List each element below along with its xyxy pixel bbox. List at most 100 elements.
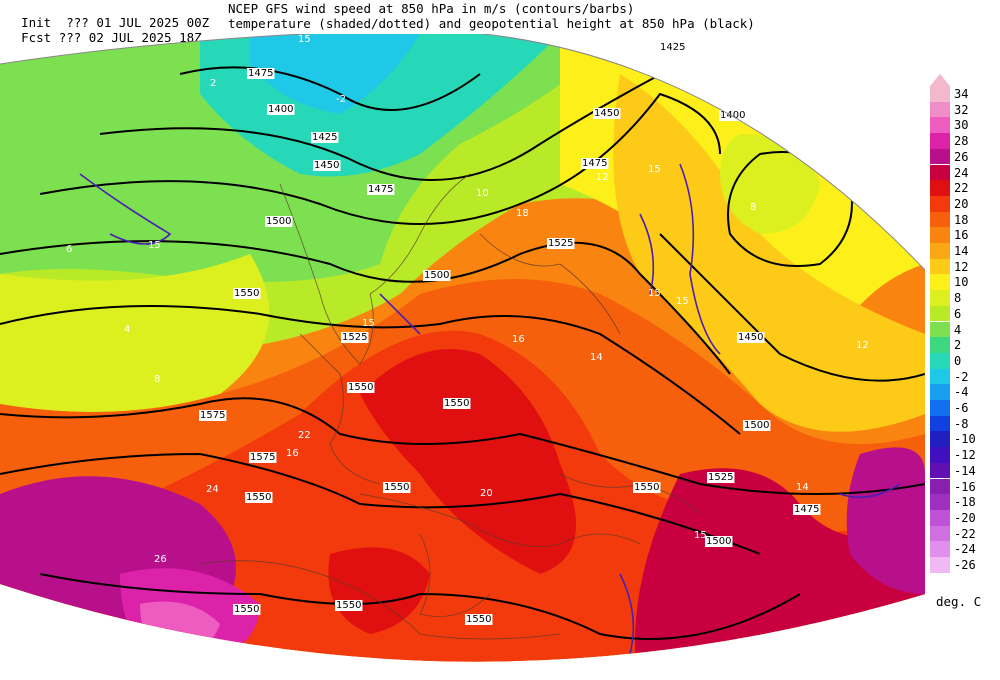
wind-label: 15	[648, 288, 661, 299]
temperature-label: 20	[480, 488, 493, 499]
temperature-label: 2	[210, 78, 216, 89]
legend-row: 24	[930, 164, 1000, 181]
height-label: 1425	[312, 132, 337, 143]
legend-swatch	[930, 133, 950, 149]
legend-row: 14	[930, 243, 1000, 259]
height-label-box	[465, 614, 493, 625]
height-label: 1525	[548, 238, 573, 249]
height-label-box	[247, 68, 275, 79]
height-label-box	[705, 536, 733, 547]
height-label-box	[793, 504, 821, 515]
legend-swatch	[930, 431, 950, 448]
temperature-label: 16	[512, 334, 525, 345]
legend-swatch	[930, 352, 950, 369]
height-label: 1400	[268, 104, 293, 115]
temperature-label: 14	[796, 482, 809, 493]
height-label-box	[249, 452, 277, 463]
height-label-box	[719, 110, 747, 121]
legend-label: 16	[954, 228, 969, 243]
legend-swatch	[930, 305, 950, 322]
wind-label: 15	[648, 164, 661, 175]
height-label-box	[265, 216, 293, 227]
chart-title-line2: temperature (shaded/dotted) and geopoten…	[228, 16, 755, 31]
height-label-box	[707, 472, 735, 483]
legend-swatch	[930, 148, 950, 165]
legend-swatch	[930, 415, 950, 432]
wind-label: 15	[362, 318, 375, 329]
temperature-labels: -2 4 6 8 10 12 14 16 18 20 22 24 26 2 8 …	[66, 78, 869, 565]
legend-swatch	[930, 180, 950, 196]
legend-swatch	[930, 368, 950, 385]
legend-top-arrow-icon	[930, 74, 950, 86]
legend-row: -2	[930, 368, 1000, 385]
init-time-text: Init ??? 01 JUL 2025 00Z	[21, 15, 210, 30]
height-label-box	[233, 288, 261, 299]
legend-swatch	[930, 337, 950, 353]
legend-row: 34	[930, 86, 1000, 102]
height-label: 1575	[250, 452, 275, 463]
height-label: 1550	[234, 604, 259, 615]
legend-label: -20	[954, 510, 976, 525]
legend-swatch	[930, 164, 950, 181]
legend-row: -24	[930, 541, 1000, 557]
legend-row: 30	[930, 117, 1000, 134]
height-label: 1550	[336, 600, 361, 611]
legend-row: -20	[930, 509, 1000, 526]
legend-swatch	[930, 117, 950, 134]
temperature-label: 6	[66, 244, 72, 255]
legend-label: 20	[954, 196, 969, 211]
legend-swatch	[930, 290, 950, 306]
legend-label: 30	[954, 118, 969, 133]
legend-swatch	[930, 211, 950, 228]
legend-label: -18	[954, 495, 976, 510]
height-label-box	[341, 332, 369, 343]
height-label: 1450	[314, 160, 339, 171]
height-label: 1550	[246, 492, 271, 503]
legend-label: -4	[954, 385, 969, 400]
height-label-box	[443, 398, 471, 409]
temperature-label: 12	[596, 172, 609, 183]
legend-swatch	[930, 321, 950, 338]
height-label-box	[313, 160, 341, 171]
legend-row: 4	[930, 321, 1000, 338]
legend-row: -12	[930, 447, 1000, 463]
height-label: 1475	[248, 68, 273, 79]
height-labels: 1475 1400 1425 1450 1475 1500 1525 1550 …	[199, 42, 821, 625]
legend-row: 0	[930, 352, 1000, 369]
temperature-label: 18	[516, 208, 529, 219]
height-label-box	[311, 132, 339, 143]
legend-swatch	[930, 101, 950, 118]
map-outer-border	[0, 34, 925, 271]
temperature-label: 12	[856, 340, 869, 351]
legend-label: 0	[954, 353, 962, 368]
height-label: 1525	[708, 472, 733, 483]
legend-label: 2	[954, 338, 962, 353]
legend-label: -10	[954, 432, 976, 447]
legend-label: -24	[954, 542, 976, 557]
wind-labels: 15 15 15 15 15 15 15	[148, 34, 707, 541]
legend-swatch	[930, 274, 950, 291]
height-label-box	[367, 184, 395, 195]
legend-row: 12	[930, 258, 1000, 275]
legend-label: -2	[954, 369, 969, 384]
wind-label: 15	[148, 240, 161, 251]
temperature-label: 16	[286, 448, 299, 459]
height-label: 1575	[200, 410, 225, 421]
height-label: 1550	[348, 382, 373, 393]
legend-row: 22	[930, 180, 1000, 196]
legend-row: 20	[930, 195, 1000, 212]
legend-swatch	[930, 400, 950, 416]
height-label-box	[245, 492, 273, 503]
height-label-box	[581, 158, 609, 169]
legend-row: -10	[930, 431, 1000, 448]
legend-label: 6	[954, 306, 962, 321]
height-label-box	[423, 270, 451, 281]
temperature-label: 8	[154, 374, 160, 385]
legend-label: 28	[954, 134, 969, 149]
legend-label: -16	[954, 479, 976, 494]
height-label: 1400	[720, 110, 745, 121]
wind-label: 15	[694, 530, 707, 541]
height-label-box	[267, 104, 295, 115]
height-label: 1475	[794, 504, 819, 515]
wind-speed-contours	[79, 163, 901, 655]
